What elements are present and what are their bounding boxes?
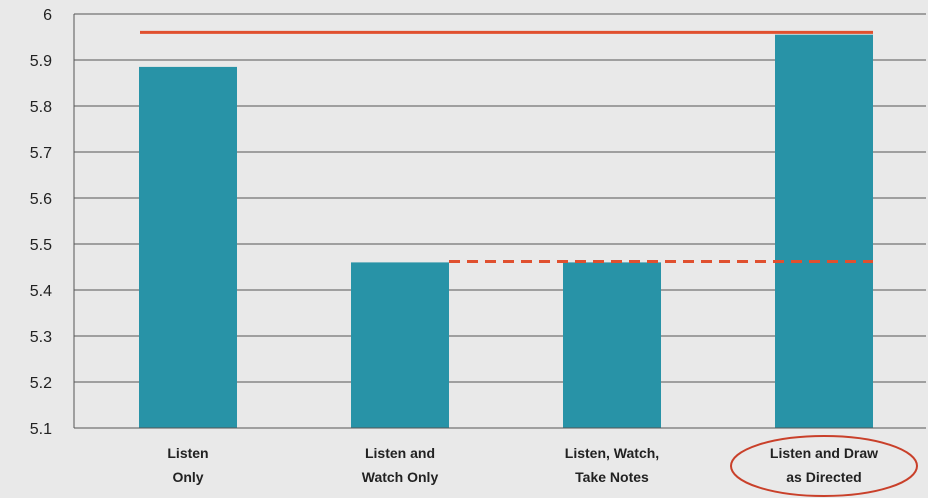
bar xyxy=(351,262,449,428)
x-axis: Listen Only Listen and Watch Only Listen, Wa… xyxy=(74,427,926,497)
x-category-label-line: Watch Only xyxy=(362,469,439,485)
x-category-label-line: Listen and Draw xyxy=(770,445,878,461)
x-category-label-line: Listen and xyxy=(365,445,435,461)
y-tick-label: 5.8 xyxy=(30,99,52,116)
y-tick-label: 6 xyxy=(43,7,52,24)
reference-lines xyxy=(140,30,873,263)
y-tick-label: 5.1 xyxy=(30,421,52,438)
x-category-label-line: Only xyxy=(172,469,203,485)
x-category-label: Listen and Watch Only xyxy=(362,445,439,485)
x-category-label: Listen Only xyxy=(167,445,208,485)
x-category-label: Listen and Draw as Directed xyxy=(770,445,878,485)
y-tick-label: 5.6 xyxy=(30,191,52,208)
x-category-label-line: Take Notes xyxy=(575,469,649,485)
y-axis: 5.1 5.2 5.3 5.4 5.5 5.6 5.7 5.8 5.9 6 xyxy=(30,7,75,438)
x-category-label-line: as Directed xyxy=(786,469,861,485)
bar xyxy=(563,262,661,428)
bar xyxy=(775,34,873,428)
y-tick-label: 5.3 xyxy=(30,329,52,346)
y-tick-label: 5.2 xyxy=(30,375,52,392)
y-tick-label: 5.7 xyxy=(30,145,52,162)
y-tick-label: 5.4 xyxy=(30,283,52,300)
y-tick-label: 5.5 xyxy=(30,237,52,254)
y-tick-label: 5.9 xyxy=(30,53,52,70)
highlight-ellipse xyxy=(730,435,918,497)
bar xyxy=(139,66,237,429)
bars xyxy=(139,34,873,429)
x-category-label-line: Listen, Watch, xyxy=(565,445,659,461)
x-category-label-line: Listen xyxy=(167,445,208,461)
x-category-label: Listen, Watch, Take Notes xyxy=(565,445,659,485)
